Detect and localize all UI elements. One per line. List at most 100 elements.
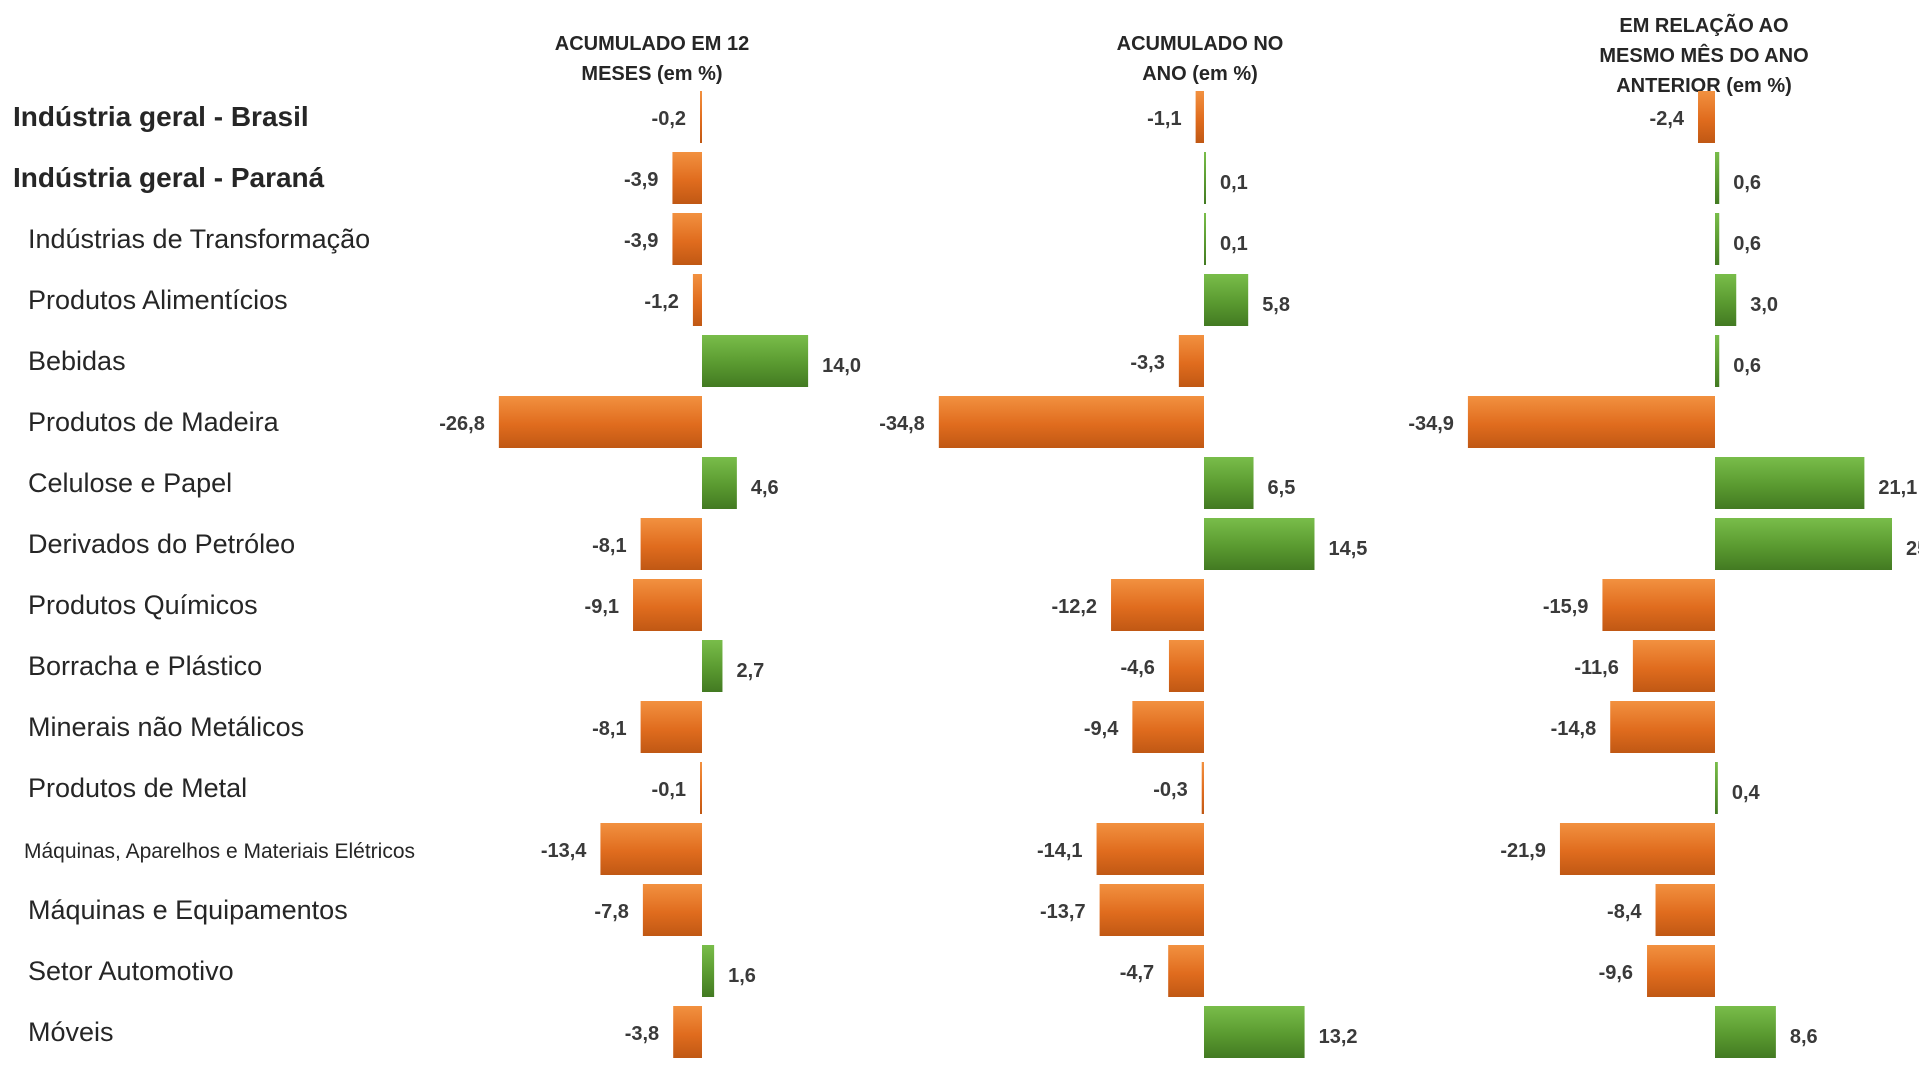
bar (1632, 640, 1715, 692)
value-label: -0,1 (652, 779, 686, 801)
value-label: 13,2 (1319, 1026, 1358, 1048)
value-label: -13,4 (541, 840, 587, 862)
panel-header-line: EM RELAÇÃO AO (1619, 14, 1788, 37)
category-label: Setor Automotivo (28, 956, 234, 986)
value-label: -8,4 (1607, 901, 1642, 923)
bar (498, 396, 702, 448)
bar (1204, 274, 1249, 326)
panel-header-line: ANTERIOR (em %) (1616, 75, 1792, 97)
value-label: -0,3 (1153, 779, 1187, 801)
category-label: Borracha e Plástico (28, 651, 262, 681)
bar (1195, 91, 1204, 143)
bar (702, 335, 809, 387)
bar (1204, 1006, 1305, 1058)
value-label: 4,6 (751, 477, 779, 499)
bar (1096, 823, 1204, 875)
panel-header-line: ANO (em %) (1142, 63, 1258, 85)
bar (1204, 152, 1206, 204)
bar (1559, 823, 1715, 875)
value-label: -2,4 (1650, 108, 1685, 130)
value-label: -9,4 (1084, 718, 1119, 740)
bar (1715, 457, 1865, 509)
value-label: -1,1 (1147, 108, 1181, 130)
category-label: Indústrias de Transformação (28, 224, 370, 254)
bar (673, 1006, 702, 1058)
value-label: -11,6 (1574, 657, 1618, 679)
value-label: 2,7 (736, 660, 764, 682)
bar (1204, 457, 1254, 509)
value-label: -4,7 (1120, 962, 1154, 984)
value-label: -0,2 (652, 108, 686, 130)
value-label: 0,1 (1220, 233, 1248, 255)
value-label: -3,9 (624, 169, 658, 191)
value-label: -9,6 (1599, 962, 1633, 984)
bar (702, 457, 737, 509)
bar (700, 91, 702, 143)
bar (1715, 274, 1737, 326)
bar (640, 701, 702, 753)
bar (1715, 213, 1720, 265)
category-label: Indústria geral - Paraná (13, 162, 325, 193)
value-label: 8,6 (1790, 1026, 1818, 1048)
value-label: 0,6 (1733, 233, 1761, 255)
category-label: Produtos de Metal (28, 773, 247, 803)
value-label: -7,8 (594, 901, 628, 923)
bar (1168, 640, 1204, 692)
bar (600, 823, 702, 875)
bar (1715, 518, 1892, 570)
category-label: Bebidas (28, 346, 126, 376)
value-label: -26,8 (439, 413, 485, 435)
value-label: -14,1 (1037, 840, 1083, 862)
category-label: Máquinas, Aparelhos e Materiais Elétrico… (24, 840, 415, 863)
bar (1715, 1006, 1776, 1058)
value-label: -8,1 (592, 718, 626, 740)
panel-header-line: ACUMULADO NO (1117, 33, 1284, 55)
panel-header-line: MESES (em %) (581, 63, 722, 85)
panel-header-line: ACUMULADO EM 12 (555, 33, 749, 55)
value-label: -15,9 (1543, 596, 1589, 618)
bar (633, 579, 702, 631)
bar (700, 762, 702, 814)
value-label: -3,3 (1130, 352, 1164, 374)
category-label: Máquinas e Equipamentos (28, 895, 348, 925)
value-label: -9,1 (585, 596, 619, 618)
value-label: -13,7 (1040, 901, 1086, 923)
value-label: 0,6 (1733, 172, 1761, 194)
value-label: -1,2 (644, 291, 678, 313)
value-label: -8,1 (592, 535, 626, 557)
category-label: Móveis (28, 1017, 114, 1047)
value-label: 25,0 (1906, 538, 1919, 560)
bar (640, 518, 702, 570)
value-label: -21,9 (1500, 840, 1546, 862)
category-label: Produtos de Madeira (28, 407, 280, 437)
bar (672, 152, 702, 204)
value-label: -4,6 (1120, 657, 1154, 679)
bars (498, 91, 1892, 1058)
bar (1715, 762, 1718, 814)
value-label: 14,5 (1328, 538, 1367, 560)
bar (1647, 945, 1715, 997)
bar (1610, 701, 1715, 753)
category-label: Minerais não Metálicos (28, 712, 304, 742)
category-labels: Indústria geral - Brasil Indústria geral … (13, 101, 415, 1047)
bar (1111, 579, 1204, 631)
value-label: -14,8 (1551, 718, 1597, 740)
bar (692, 274, 702, 326)
value-label: 0,1 (1220, 172, 1248, 194)
bar (1204, 518, 1315, 570)
value-label: 14,0 (822, 355, 861, 377)
value-label: -3,9 (624, 230, 658, 252)
bar (702, 640, 723, 692)
value-label: 3,0 (1750, 294, 1778, 316)
bar (1698, 91, 1715, 143)
bar (642, 884, 702, 936)
bar (1204, 213, 1206, 265)
value-label: -34,9 (1408, 413, 1454, 435)
bar (1467, 396, 1715, 448)
bar (1201, 762, 1204, 814)
bar (1168, 945, 1204, 997)
value-label: 0,6 (1733, 355, 1761, 377)
panel-header-line: MESMO MÊS DO ANO (1599, 43, 1808, 67)
bar (1099, 884, 1204, 936)
